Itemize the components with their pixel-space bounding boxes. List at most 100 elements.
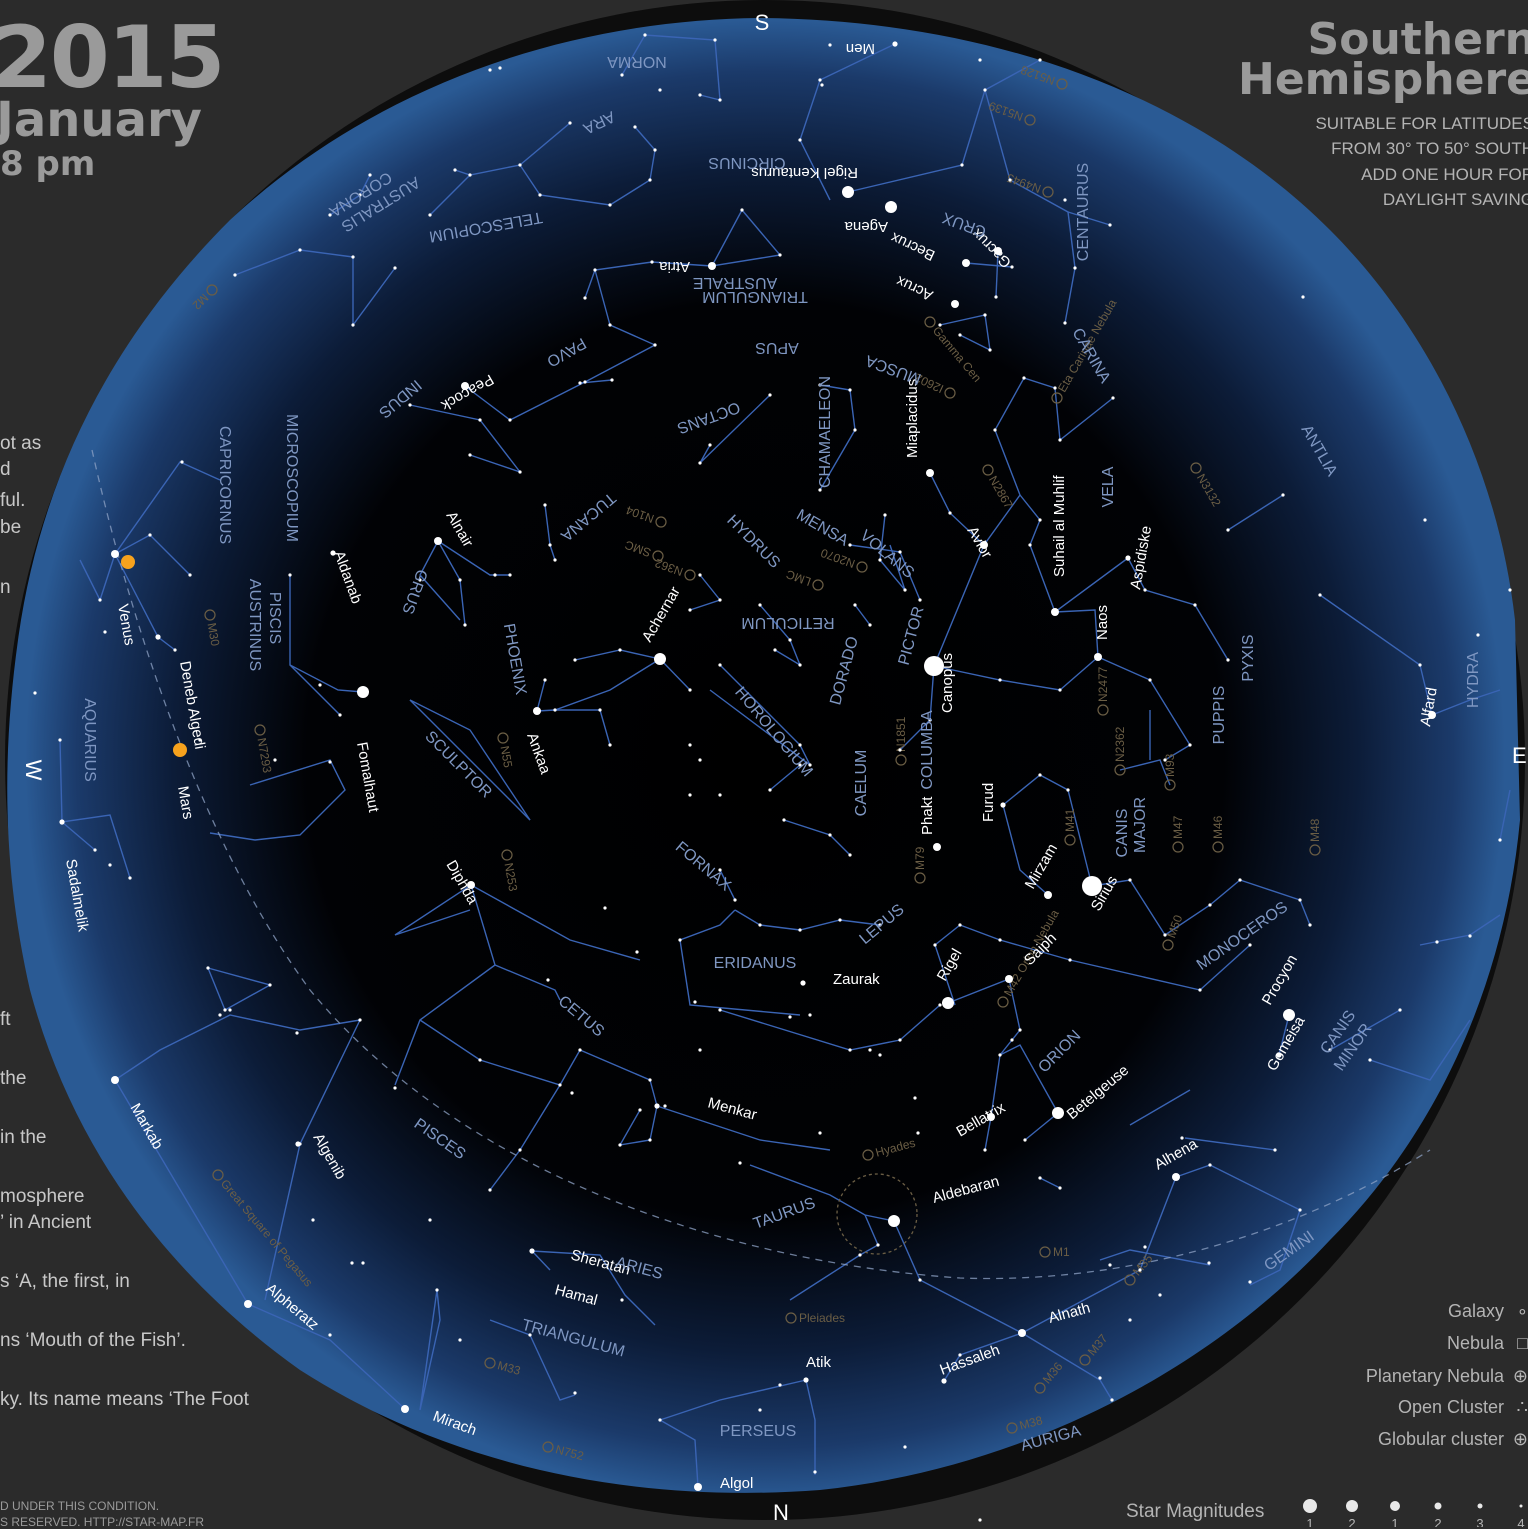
magnitude-label: 2 xyxy=(1348,1516,1355,1527)
star-dot[interactable] xyxy=(111,1076,119,1084)
dso-marker xyxy=(1172,841,1184,853)
star-dot[interactable] xyxy=(59,819,65,825)
star-dot[interactable] xyxy=(1051,608,1059,616)
faint-star xyxy=(1010,265,1014,269)
star-dot[interactable] xyxy=(924,656,944,676)
faint-star xyxy=(713,38,717,42)
faint-star xyxy=(998,1053,1002,1057)
faint-star xyxy=(478,1058,482,1062)
star-dot[interactable] xyxy=(1172,1173,1180,1181)
faint-star xyxy=(608,203,612,207)
star-dot[interactable] xyxy=(461,382,469,390)
faint-star xyxy=(958,333,962,337)
constellation-label: APUS xyxy=(755,339,799,356)
faint-star xyxy=(435,1288,439,1292)
faint-star xyxy=(918,1278,922,1282)
star-dot[interactable] xyxy=(951,300,959,308)
star-dot[interactable] xyxy=(892,41,898,47)
star-dot[interactable] xyxy=(654,1103,660,1109)
star-dot[interactable] xyxy=(800,980,806,986)
star-dot[interactable] xyxy=(962,259,970,267)
faint-star xyxy=(583,380,587,384)
star-dot[interactable] xyxy=(244,1300,252,1308)
faint-star xyxy=(528,1333,532,1337)
faint-star xyxy=(1038,1176,1042,1180)
planet-venus-dot[interactable] xyxy=(121,555,135,569)
star-dot[interactable] xyxy=(1125,555,1131,561)
dso-marker xyxy=(501,849,513,861)
star-dot[interactable] xyxy=(694,1483,702,1491)
star-dot[interactable] xyxy=(357,686,369,698)
faint-star xyxy=(108,863,112,867)
faint-star xyxy=(808,763,812,767)
star-dot[interactable] xyxy=(1283,1009,1295,1021)
dso-marker xyxy=(1164,779,1176,791)
star-dot[interactable] xyxy=(942,997,954,1009)
star-dot[interactable] xyxy=(467,881,475,889)
faint-star xyxy=(820,83,824,87)
faint-star xyxy=(758,923,762,927)
star-dot[interactable] xyxy=(926,469,934,477)
galaxy-icon: ∘ xyxy=(1516,1301,1528,1321)
faint-star xyxy=(1053,386,1057,390)
constellation-label: CIRCINUS xyxy=(708,154,785,171)
side-text-line: s ‘A, the first, in xyxy=(0,1271,130,1292)
faint-star xyxy=(1298,1208,1302,1212)
faint-star xyxy=(1108,1263,1112,1267)
faint-star xyxy=(288,573,292,577)
star-dot[interactable] xyxy=(994,247,1002,255)
faint-star xyxy=(368,173,372,177)
star-dot[interactable] xyxy=(1082,876,1102,896)
dso-marker xyxy=(1024,114,1036,126)
star-dot[interactable] xyxy=(1005,975,1013,983)
faint-star xyxy=(1063,321,1067,325)
star-dot[interactable] xyxy=(708,262,716,270)
star-dot[interactable] xyxy=(1094,653,1102,661)
star-dot[interactable] xyxy=(842,186,854,198)
planet-dot[interactable] xyxy=(173,743,187,757)
star-dot[interactable] xyxy=(434,537,442,545)
star-dot[interactable] xyxy=(987,1113,995,1121)
faint-star xyxy=(548,543,552,547)
star-dot[interactable] xyxy=(1052,1107,1064,1119)
star-dot[interactable] xyxy=(885,201,897,213)
legend-planetary-nebula-label: Planetary Nebula xyxy=(1365,1366,1504,1386)
compass-south: S xyxy=(755,10,770,35)
dso-marker xyxy=(997,996,1009,1008)
star-dot[interactable] xyxy=(980,541,988,549)
star-dot[interactable] xyxy=(529,1248,535,1254)
faint-star xyxy=(868,1048,872,1052)
star-dot[interactable] xyxy=(933,843,941,851)
star-label: Agena xyxy=(844,218,888,235)
faint-star xyxy=(1318,593,1322,597)
star-dot[interactable] xyxy=(1018,1329,1026,1337)
star-dot[interactable] xyxy=(888,1215,900,1227)
dso-label: M30 xyxy=(204,622,222,648)
faint-star xyxy=(1163,933,1167,937)
star-dot[interactable] xyxy=(803,1377,809,1383)
star-label: Rigel Kentaurus xyxy=(751,164,858,181)
magnitude-dot xyxy=(1303,1499,1317,1513)
faint-star xyxy=(1498,838,1502,842)
star-dot[interactable] xyxy=(654,653,666,665)
faint-star xyxy=(1008,178,1012,182)
star-dot[interactable] xyxy=(1276,1052,1282,1058)
faint-star xyxy=(358,1018,362,1022)
dso-marker xyxy=(785,1312,797,1324)
constellation-label: HYDRA xyxy=(1465,652,1482,708)
faint-star xyxy=(648,1078,652,1082)
star-dot[interactable] xyxy=(533,707,541,715)
star-dot[interactable] xyxy=(941,1378,947,1384)
faint-star xyxy=(268,983,272,987)
star-dot[interactable] xyxy=(1428,711,1436,719)
dso-marker xyxy=(914,872,926,884)
star-dot[interactable] xyxy=(111,550,119,558)
star-dot[interactable] xyxy=(1000,802,1006,808)
star-dot[interactable] xyxy=(330,550,336,556)
star-dot[interactable] xyxy=(401,1405,409,1413)
faint-star xyxy=(868,623,872,627)
star-dot[interactable] xyxy=(155,634,161,640)
star-dot[interactable] xyxy=(1044,891,1052,899)
faint-star xyxy=(818,383,822,387)
